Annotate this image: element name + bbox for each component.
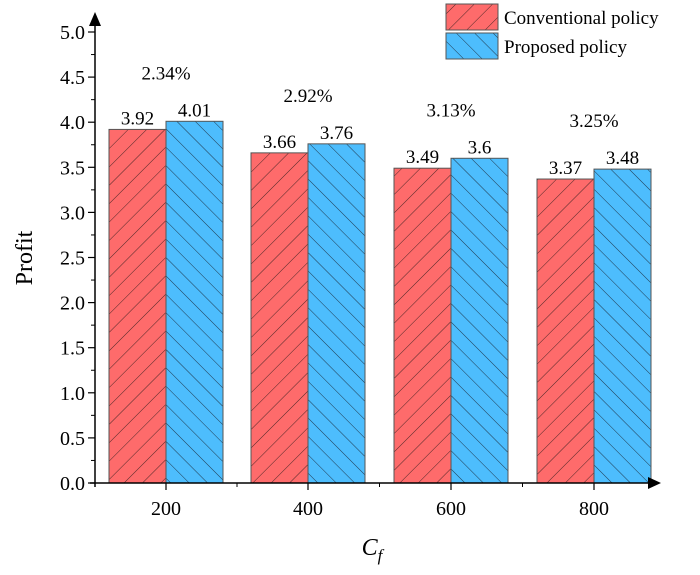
- bar-proposed-600: [450, 157, 509, 484]
- bar-conventional-200: [108, 128, 167, 484]
- legend: Conventional policy Proposed policy: [445, 3, 659, 60]
- legend-item-conventional[interactable]: Conventional policy: [445, 3, 659, 31]
- y-tick-label-1.5: 1.5: [60, 338, 85, 360]
- y-tick-label-4.0: 4.0: [60, 112, 85, 134]
- improvement-annotation-400: 2.92%: [283, 86, 332, 107]
- x-axis-arrow-icon: [648, 477, 661, 489]
- y-tick-label-0.0: 0.0: [60, 473, 85, 495]
- legend-label-proposed: Proposed policy: [504, 37, 627, 58]
- y-tick-label-3.0: 3.0: [60, 202, 85, 224]
- bars-layer: [108, 120, 652, 484]
- bar-proposed-200: [165, 120, 224, 484]
- x-tick-label-600: 600: [436, 498, 466, 520]
- improvement-annotation-800: 3.25%: [569, 111, 618, 132]
- bar-proposed-400: [307, 143, 366, 484]
- y-tick-label-2.0: 2.0: [60, 293, 85, 315]
- improvement-annotation-200: 2.34%: [141, 63, 190, 84]
- y-tick-label-5.0: 5.0: [60, 22, 85, 44]
- data-label-proposed-600: 3.6: [468, 137, 492, 158]
- bar-conventional-400: [250, 152, 309, 484]
- y-tick-label-0.5: 0.5: [60, 428, 85, 450]
- data-label-conventional-400: 3.66: [263, 132, 296, 153]
- y-axis-arrow-icon: [89, 12, 101, 26]
- x-axis-title: Cf: [362, 535, 385, 565]
- legend-item-proposed[interactable]: Proposed policy: [445, 32, 627, 60]
- legend-label-conventional: Conventional policy: [504, 8, 659, 29]
- data-label-conventional-600: 3.49: [406, 147, 439, 168]
- data-label-proposed-800: 3.48: [606, 148, 639, 169]
- bar-conventional-800: [536, 178, 595, 484]
- data-label-proposed-400: 3.76: [320, 123, 353, 144]
- x-tick-label-800: 800: [579, 498, 609, 520]
- improvement-annotation-600: 3.13%: [426, 100, 475, 121]
- bar-proposed-800: [593, 168, 652, 484]
- y-tick-label-3.5: 3.5: [60, 157, 85, 179]
- data-label-conventional-800: 3.37: [549, 158, 582, 179]
- y-tick-label-1.0: 1.0: [60, 383, 85, 405]
- y-axis-title: Profit: [12, 230, 38, 285]
- data-label-proposed-200: 4.01: [178, 100, 211, 121]
- x-axis-title-subscript: f: [378, 546, 385, 565]
- legend-swatch-proposed: [445, 32, 499, 60]
- legend-swatch-conventional: [445, 3, 499, 31]
- y-tick-label-4.5: 4.5: [60, 67, 85, 89]
- x-axis-title-main: C: [362, 535, 379, 561]
- x-tick-label-200: 200: [151, 498, 181, 520]
- labels-layer: 3.92 4.01 2.34% 3.66 3.76 2.92% 3.49 3.6 3.13% 3.…: [121, 63, 639, 179]
- data-label-conventional-200: 3.92: [121, 108, 154, 129]
- axes-layer: 0.0 0.5 1.0 1.5 2.0 2.5 3.0 3.5 4.0 4.5 5.0 200 400 6…: [60, 12, 661, 520]
- y-tick-label-2.5: 2.5: [60, 248, 85, 270]
- bar-conventional-600: [393, 167, 452, 484]
- x-tick-label-400: 400: [293, 498, 323, 520]
